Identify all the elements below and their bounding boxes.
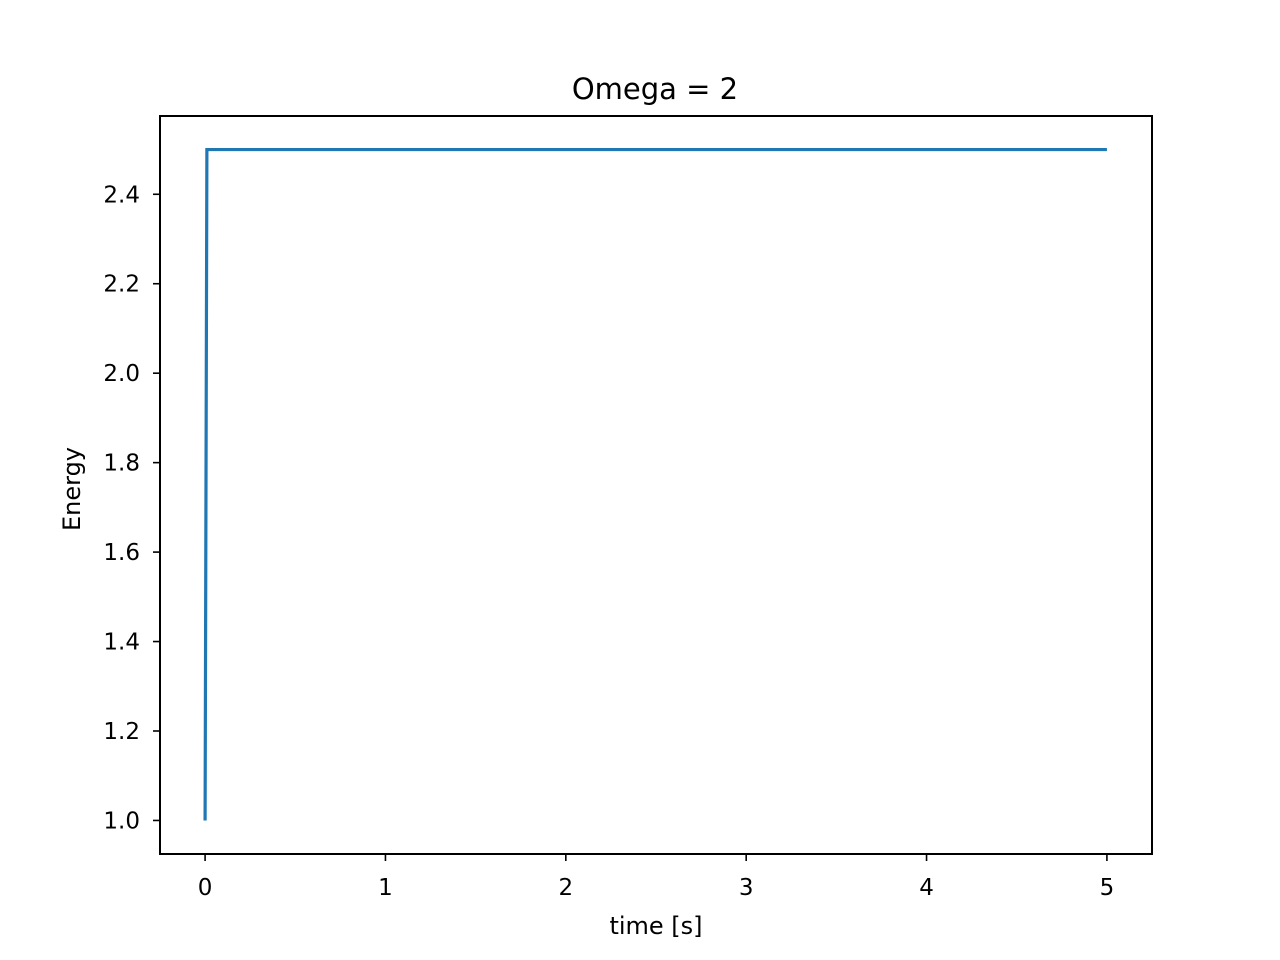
series-line [203,147,1107,821]
y-tick-label: 1.8 [103,451,140,477]
x-tick-label: 4 [919,875,934,901]
x-axis: 0 1 2 3 4 5 [198,854,1114,901]
y-tick-label: 2.0 [103,361,140,387]
y-tick-label: 2.2 [103,272,140,298]
series-layer [203,147,1107,821]
y-tick-label: 1.4 [103,630,140,656]
x-tick-label: 5 [1100,875,1115,901]
x-axis-label: time [s] [609,912,702,940]
y-axis: 1.0 1.2 1.4 1.6 1.8 2.0 2.2 2.4 [103,182,160,834]
x-tick-label: 1 [378,875,393,901]
y-tick-label: 2.4 [103,182,140,208]
x-tick-label: 3 [739,875,754,901]
chart-title: Omega = 2 [572,72,738,106]
x-tick-label: 2 [558,875,573,901]
y-axis-label: Energy [58,447,86,531]
x-tick-label: 0 [198,875,213,901]
y-tick-label: 1.0 [103,808,140,834]
plot-frame [159,115,1153,855]
plot-area [159,115,1153,855]
y-tick-label: 1.6 [103,540,140,566]
y-tick-label: 1.2 [103,719,140,745]
